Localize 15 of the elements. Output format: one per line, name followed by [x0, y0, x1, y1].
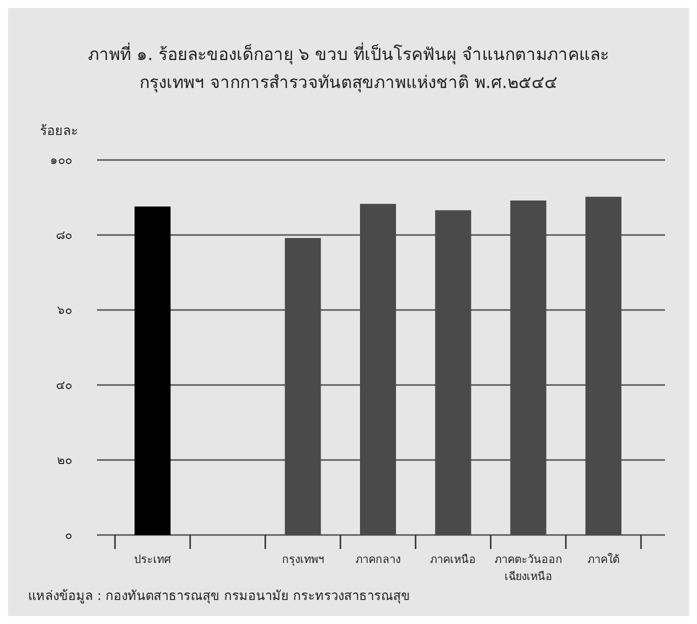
y-tick-label: ๘๐ — [56, 228, 72, 242]
x-tick-label: ภาคใต้ — [587, 553, 620, 566]
x-tick-label: กรุงเทพฯ — [282, 553, 324, 566]
x-tick-label: ภาคกลาง — [356, 553, 400, 566]
x-tick-label: ประเทศ — [134, 553, 172, 566]
x-tick-label: ภาคตะวันออก เฉียงเหนือ — [494, 553, 562, 583]
x-tick-label: ภาคเหนือ — [430, 553, 476, 566]
y-tick-label: ๒๐ — [57, 453, 72, 467]
y-tick-label: ๑๐๐ — [50, 153, 72, 167]
y-tick-label: ๐ — [65, 528, 72, 542]
y-axis-title: ร้อยละ — [40, 124, 78, 139]
text: แหล่งข้อมูล : กองทันตสาธารณสุข กรมอนามัย กระทรวงสาธารณสุข — [28, 589, 410, 604]
chart-title: ภาพที่ ๑. ร้อยละของเด็กอายุ ๖ ขวบ ที่เป็นโรคฟันผุ จำแนกตามภาคและ กรุงเทพฯ จากการสำรวจทันตสุขภาพแห่งชาติ พ.ศ.๒๕๔๔ — [88, 42, 609, 93]
y-tick-label: ๔๐ — [56, 378, 72, 392]
y-tick-label: ๖๐ — [57, 303, 72, 317]
